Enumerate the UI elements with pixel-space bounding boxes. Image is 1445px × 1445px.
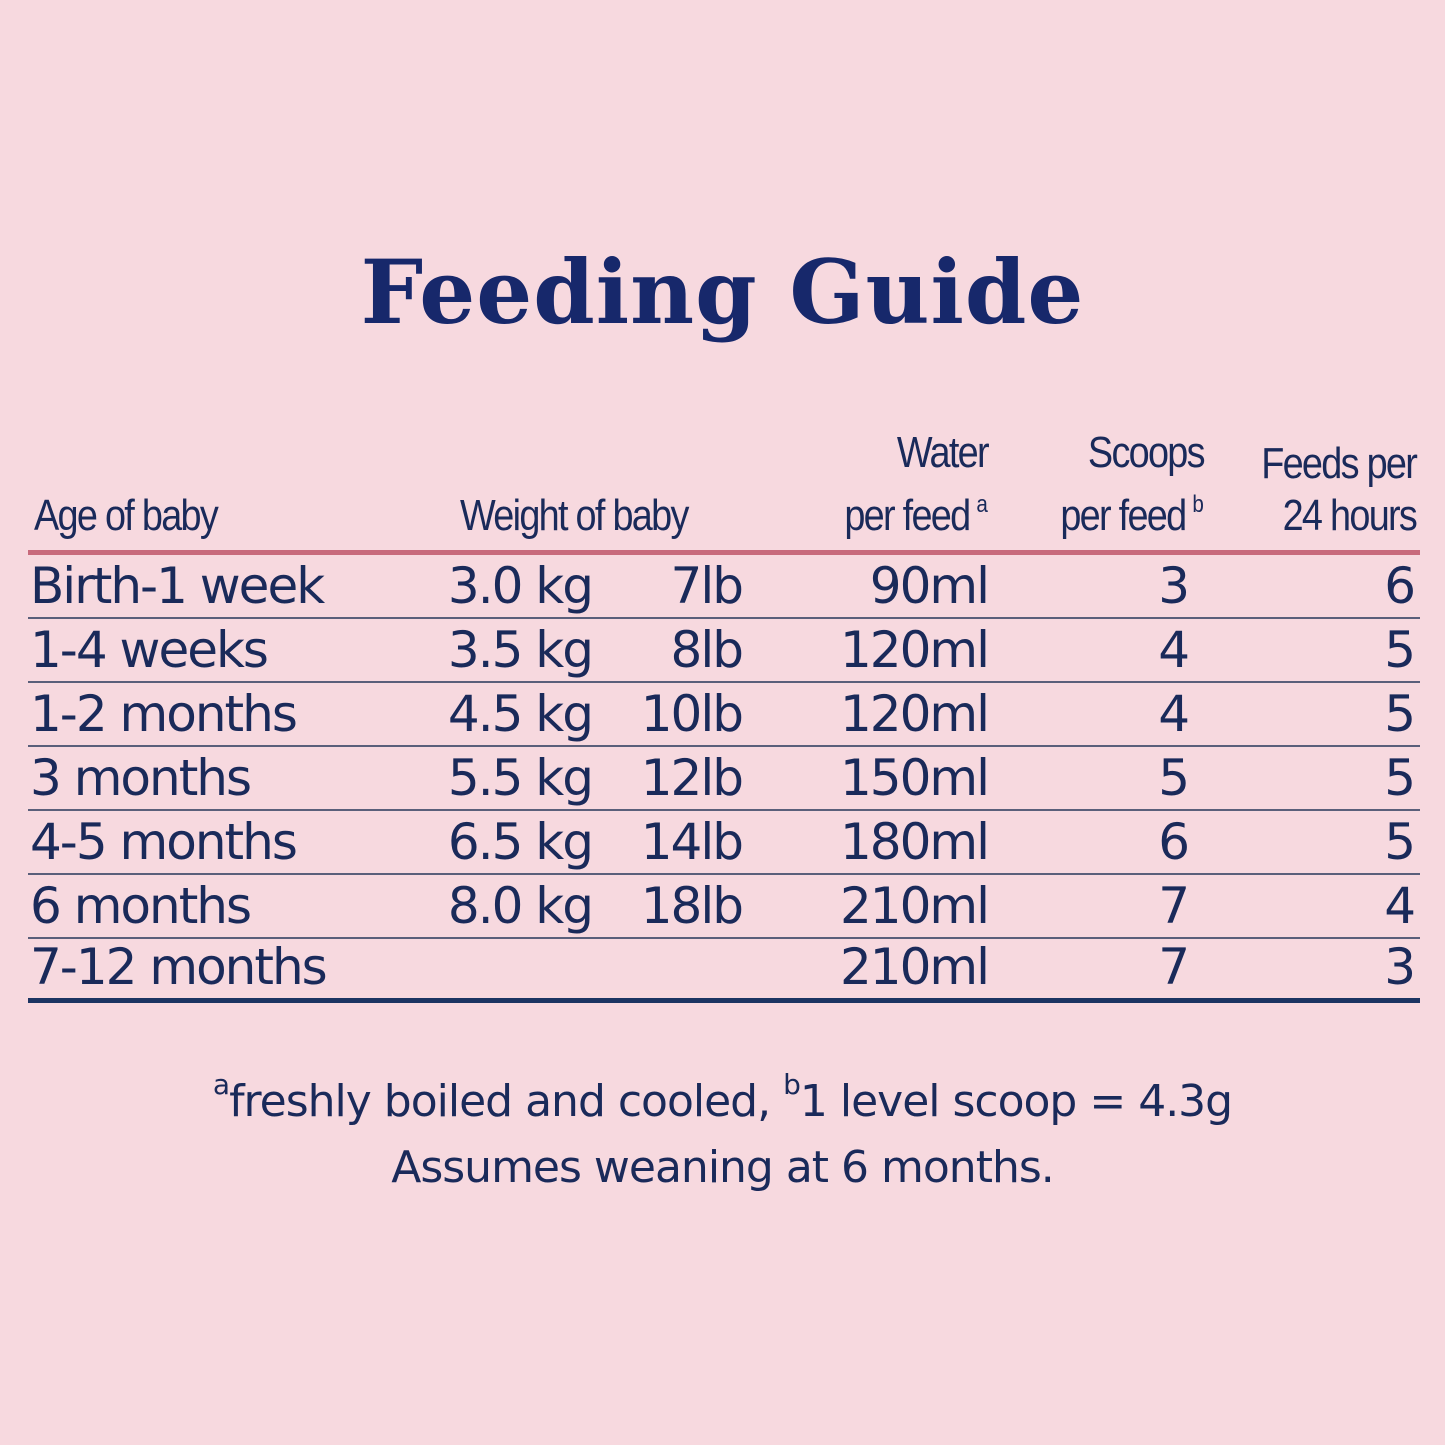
cell-scoops: 7: [1158, 877, 1190, 935]
cell-weight-kg: 3.5 kg: [447, 621, 594, 679]
header-water: Water per feed a: [844, 428, 990, 540]
cell-water: 90ml: [869, 557, 990, 615]
cell-age: 3 months: [30, 749, 252, 807]
header-weight: Weight of baby: [460, 491, 689, 540]
cell-feeds: 5: [1384, 749, 1416, 807]
cell-age: 4-5 months: [30, 813, 298, 871]
cell-scoops: 3: [1158, 557, 1190, 615]
cell-weight-lb: 18lb: [640, 877, 744, 935]
table-row: 3 months 5.5 kg 12lb 150ml 5 5: [28, 747, 1420, 811]
feeding-table: Age of baby Weight of baby Water per fee…: [28, 428, 1420, 1003]
cell-feeds: 4: [1384, 877, 1416, 935]
header-age: Age of baby: [34, 491, 219, 540]
cell-weight-lb: 14lb: [640, 813, 744, 871]
cell-feeds: 5: [1384, 813, 1416, 871]
table-row: Birth-1 week 3.0 kg 7lb 90ml 3 6: [28, 555, 1420, 619]
table-row: 7-12 months 210ml 7 3: [28, 938, 1420, 1003]
cell-weight-kg: 3.0 kg: [447, 557, 594, 615]
cell-age: 7-12 months: [30, 938, 328, 996]
table-header: Age of baby Weight of baby Water per fee…: [28, 428, 1420, 550]
cell-water: 210ml: [839, 877, 990, 935]
cell-weight-kg: 4.5 kg: [447, 685, 594, 743]
cell-water: 210ml: [839, 938, 990, 996]
table-row: 1-2 months 4.5 kg 10lb 120ml 4 5: [28, 683, 1420, 747]
cell-scoops: 7: [1158, 938, 1190, 996]
cell-feeds: 5: [1384, 621, 1416, 679]
table-row: 1-4 weeks 3.5 kg 8lb 120ml 4 5: [28, 619, 1420, 683]
cell-feeds: 3: [1384, 938, 1416, 996]
cell-weight-lb: 7lb: [670, 557, 744, 615]
cell-scoops: 4: [1158, 621, 1190, 679]
cell-feeds: 6: [1384, 557, 1416, 615]
cell-feeds: 5: [1384, 685, 1416, 743]
footnote-marker-a: a: [976, 491, 988, 518]
footnote-marker-b: b: [783, 1068, 801, 1101]
cell-age: 6 months: [30, 877, 252, 935]
cell-weight-kg: 8.0 kg: [447, 877, 594, 935]
cell-scoops: 5: [1158, 749, 1190, 807]
cell-water: 120ml: [839, 685, 990, 743]
cell-weight-lb: 12lb: [640, 749, 744, 807]
footnote-weaning: Assumes weaning at 6 months.: [391, 1142, 1055, 1193]
cell-weight-lb: 8lb: [670, 621, 744, 679]
table-row: 6 months 8.0 kg 18lb 210ml 7 4: [28, 875, 1420, 939]
header-scoops: Scoops per feed b: [1060, 428, 1206, 540]
footnote-marker-a: a: [212, 1068, 230, 1101]
cell-water: 180ml: [839, 813, 990, 871]
cell-scoops: 6: [1158, 813, 1190, 871]
cell-age: Birth-1 week: [30, 557, 325, 615]
header-divider: [28, 550, 1420, 555]
cell-weight-lb: 10lb: [640, 685, 744, 743]
cell-weight-kg: 6.5 kg: [447, 813, 594, 871]
cell-water: 150ml: [839, 749, 990, 807]
footnote-preparation: afreshly boiled and cooled, b1 level sco…: [212, 1068, 1233, 1127]
table-row: 4-5 months 6.5 kg 14lb 180ml 6 5: [28, 811, 1420, 875]
cell-age: 1-2 months: [30, 685, 298, 743]
footnote-marker-b: b: [1192, 491, 1204, 518]
cell-water: 120ml: [839, 621, 990, 679]
page-title: Feeding Guide: [360, 240, 1085, 344]
cell-weight-kg: 5.5 kg: [447, 749, 594, 807]
header-feeds: Feeds per 24 hours: [1261, 439, 1418, 540]
cell-age: 1-4 weeks: [30, 621, 269, 679]
cell-scoops: 4: [1158, 685, 1190, 743]
